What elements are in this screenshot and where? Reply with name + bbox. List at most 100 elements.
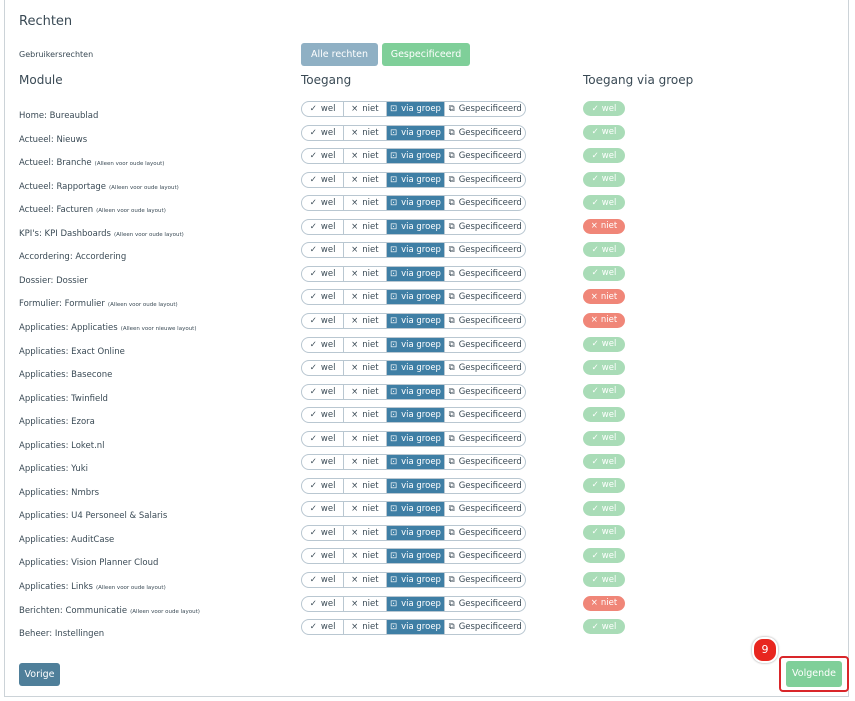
access-option[interactable]: ⊡ via groep — [386, 431, 446, 446]
access-option[interactable]: × niet — [344, 620, 387, 635]
access-option[interactable]: ✓ wel — [302, 525, 345, 540]
access-option[interactable]: ⧉ Gespecificeerd — [445, 361, 525, 375]
access-option[interactable]: ⧉ Gespecificeerd — [445, 549, 525, 563]
access-option[interactable]: ⧉ Gespecificeerd — [445, 338, 525, 352]
access-option[interactable]: ✓ wel — [302, 431, 345, 446]
access-option[interactable]: ✓ wel — [302, 596, 345, 611]
access-option[interactable]: ✓ wel — [302, 549, 345, 564]
access-option[interactable]: ✓ wel — [302, 149, 345, 164]
access-option[interactable]: ⧉ Gespecificeerd — [445, 126, 525, 140]
access-option[interactable]: ⊡ via groep — [386, 102, 446, 116]
access-option[interactable]: ✓ wel — [302, 620, 345, 635]
access-option[interactable]: ⧉ Gespecificeerd — [445, 597, 525, 611]
access-option[interactable]: ⧉ Gespecificeerd — [445, 385, 525, 399]
access-option[interactable]: ⧉ Gespecificeerd — [445, 196, 525, 210]
access-option[interactable]: ✓ wel — [302, 196, 345, 211]
access-option[interactable]: ⊡ via groep — [386, 361, 446, 376]
access-option[interactable]: × niet — [344, 313, 387, 328]
access-option[interactable]: × niet — [344, 549, 387, 564]
access-option[interactable]: × niet — [344, 455, 387, 470]
access-option[interactable]: × niet — [344, 102, 387, 116]
access-option[interactable]: ⊡ via groep — [386, 478, 446, 493]
access-option[interactable]: ✓ wel — [302, 455, 345, 470]
access-option[interactable]: ✓ wel — [302, 478, 345, 493]
access-option[interactable]: × niet — [344, 219, 387, 234]
access-option[interactable]: ⧉ Gespecificeerd — [445, 455, 525, 469]
access-option[interactable]: ⧉ Gespecificeerd — [445, 267, 525, 281]
access-option[interactable]: × niet — [344, 149, 387, 164]
access-option[interactable]: ⧉ Gespecificeerd — [445, 102, 525, 116]
access-option[interactable]: × niet — [344, 525, 387, 540]
previous-button[interactable]: Vorige — [19, 663, 60, 686]
access-option[interactable]: ⊡ via groep — [386, 196, 446, 211]
access-option[interactable]: × niet — [344, 290, 387, 305]
access-option[interactable]: ✓ wel — [302, 219, 345, 234]
access-option[interactable]: ⧉ Gespecificeerd — [445, 502, 525, 516]
access-option[interactable]: ⧉ Gespecificeerd — [445, 432, 525, 446]
access-option[interactable]: ✓ wel — [302, 361, 345, 376]
access-option[interactable]: ⊡ via groep — [386, 573, 446, 587]
icon: ✓ — [309, 315, 317, 326]
access-option[interactable]: ✓ wel — [302, 313, 345, 328]
access-option[interactable]: ⊡ via groep — [386, 455, 446, 470]
access-option[interactable]: ✓ wel — [302, 384, 345, 399]
access-option[interactable]: ⧉ Gespecificeerd — [445, 290, 525, 304]
access-option[interactable]: ✓ wel — [302, 408, 345, 423]
access-option[interactable]: ⊡ via groep — [386, 549, 446, 564]
access-option[interactable]: × niet — [344, 125, 387, 140]
access-option[interactable]: × niet — [344, 266, 387, 281]
access-option[interactable]: ⊡ via groep — [386, 172, 446, 187]
access-option[interactable]: ⧉ Gespecificeerd — [445, 620, 525, 634]
access-option[interactable]: ✓ wel — [302, 125, 345, 140]
access-option[interactable]: × niet — [344, 502, 387, 517]
access-option[interactable]: ✓ wel — [302, 243, 345, 258]
access-option[interactable]: ⧉ Gespecificeerd — [445, 149, 525, 163]
access-option[interactable]: ✓ wel — [302, 502, 345, 517]
access-option[interactable]: × niet — [344, 596, 387, 611]
access-option[interactable]: ⊡ via groep — [386, 125, 446, 140]
access-option[interactable]: ⧉ Gespecificeerd — [445, 220, 525, 234]
rights-specified[interactable]: Gespecificeerd — [382, 43, 470, 66]
access-option[interactable]: ⊡ via groep — [386, 266, 446, 281]
access-option[interactable]: ✓ wel — [302, 573, 345, 587]
access-option[interactable]: ⊡ via groep — [386, 502, 446, 517]
access-option[interactable]: × niet — [344, 361, 387, 376]
access-option[interactable]: ⊡ via groep — [386, 243, 446, 258]
access-option[interactable]: ⊡ via groep — [386, 313, 446, 328]
access-option[interactable]: ✓ wel — [302, 266, 345, 281]
access-option[interactable]: ⊡ via groep — [386, 337, 446, 352]
access-option[interactable]: ⊡ via groep — [386, 290, 446, 305]
access-option[interactable]: × niet — [344, 172, 387, 187]
access-option[interactable]: ⧉ Gespecificeerd — [445, 573, 525, 587]
access-option[interactable]: ⧉ Gespecificeerd — [445, 479, 525, 493]
access-option[interactable]: ✓ wel — [302, 290, 345, 305]
access-option[interactable]: ⊡ via groep — [386, 219, 446, 234]
access-option[interactable]: ⊡ via groep — [386, 408, 446, 423]
access-option[interactable]: ✓ wel — [302, 102, 345, 116]
module-cell: Applicaties: Ezora — [19, 409, 95, 428]
access-option[interactable]: ⊡ via groep — [386, 525, 446, 540]
access-option[interactable]: ⧉ Gespecificeerd — [445, 526, 525, 540]
access-option[interactable]: × niet — [344, 573, 387, 587]
access-option[interactable]: ⊡ via groep — [386, 596, 446, 611]
access-option[interactable]: × niet — [344, 196, 387, 211]
access-option[interactable]: ⊡ via groep — [386, 149, 446, 164]
access-option[interactable]: × niet — [344, 431, 387, 446]
access-option[interactable]: × niet — [344, 337, 387, 352]
access-option[interactable]: ⊡ via groep — [386, 384, 446, 399]
next-button[interactable]: Volgende — [786, 661, 842, 687]
access-option[interactable]: ⧉ Gespecificeerd — [445, 314, 525, 328]
access-option[interactable]: × niet — [344, 384, 387, 399]
access-option[interactable]: ✓ wel — [302, 337, 345, 352]
access-option[interactable]: ⧉ Gespecificeerd — [445, 408, 525, 422]
access-option[interactable]: ⧉ Gespecificeerd — [445, 243, 525, 257]
option-label: wel — [320, 221, 336, 232]
access-option[interactable]: ✓ wel — [302, 172, 345, 187]
option-label: Gespecificeerd — [458, 315, 522, 326]
access-option[interactable]: × niet — [344, 243, 387, 258]
access-option[interactable]: × niet — [344, 408, 387, 423]
rights-all[interactable]: Alle rechten — [301, 43, 378, 66]
access-option[interactable]: × niet — [344, 478, 387, 493]
access-option[interactable]: ⊡ via groep — [386, 620, 446, 635]
access-option[interactable]: ⧉ Gespecificeerd — [445, 173, 525, 187]
